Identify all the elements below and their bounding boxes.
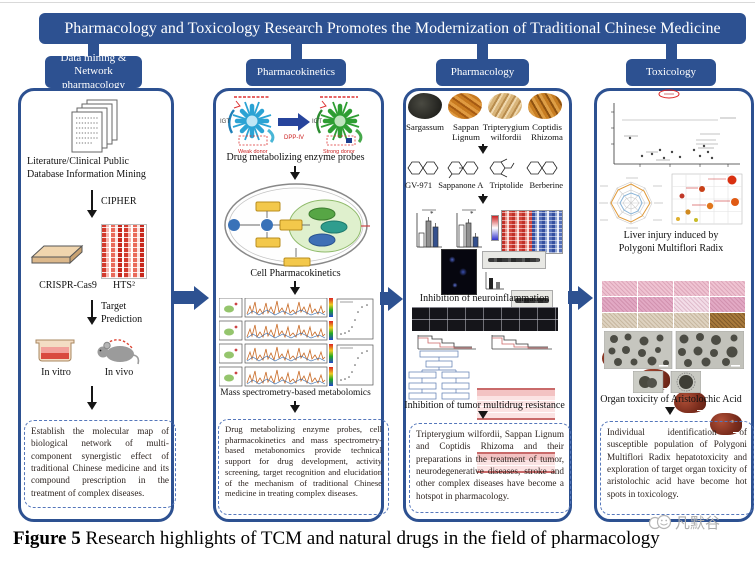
mouse-icon: [97, 339, 140, 365]
flow-arrow-2: [380, 292, 388, 305]
histology-grid: [602, 281, 745, 328]
highlight-ellipse: [658, 89, 680, 99]
bar-chart-1: *: [416, 209, 442, 248]
col1-summary-arrow: [87, 386, 97, 410]
compound-label: Sappanone A: [438, 180, 484, 190]
igt-right-label: IGT: [312, 119, 322, 125]
target-prediction-arrow: [87, 300, 97, 325]
banner-connector: [477, 43, 488, 60]
liver-photo: [710, 413, 742, 435]
compound-label: Triptolide: [489, 180, 524, 190]
fluorescence-microscopy: [441, 249, 477, 295]
smiley-face-icon: [648, 514, 672, 530]
mass-spec-label: Mass spectrometry-based metabolomics: [220, 388, 371, 398]
col4-summary-arrow: [665, 407, 675, 415]
banner-connector: [291, 43, 302, 60]
sargassum-photo: [408, 93, 442, 119]
results-table-2: [477, 452, 555, 473]
igt-left-label: IGT: [220, 119, 230, 125]
herb-label: Tripterygium wilfordii: [482, 122, 530, 143]
western-blot-1: [482, 251, 546, 269]
results-table-1: [477, 388, 555, 420]
herb-label: Sappan Lignum: [452, 122, 480, 143]
tumor-microscopy-grid: [412, 307, 558, 331]
mass-spec-metabolomics-graphic: [219, 298, 374, 387]
summary-box-datamining: Establish the molecular map of biologica…: [24, 420, 176, 508]
bar-chart-2: *: [456, 209, 482, 248]
coptidis-photo: [528, 93, 562, 119]
flow-arrow-1: [172, 291, 194, 304]
invitro-label: In vitro: [41, 367, 71, 378]
col3-arrow-1: [478, 144, 488, 154]
heatmap-colorbar: [491, 215, 499, 241]
neuroinflammation-label: Inhibition of neuroinflammation: [419, 293, 550, 304]
dppiv-label: DPP-IV: [284, 135, 304, 141]
herb-label: Coptidis Rhizoma: [531, 122, 563, 143]
strong-donor-label: Strong donor: [323, 149, 355, 154]
panel-datamining: [18, 88, 174, 522]
crispr-label: CRISPR-Cas9: [39, 280, 97, 291]
survival-curves: [417, 335, 552, 350]
hts-label: HTS²: [113, 280, 135, 291]
column-header-pharmacokinetics: Pharmacokinetics: [246, 59, 346, 86]
organoid-insets: [633, 371, 701, 393]
organoid-microscopy: [604, 331, 744, 369]
compound-labels-row: GV-971 Sappanone A Triptolide Berberine: [405, 180, 563, 190]
col2-summary-arrow: [290, 401, 300, 413]
target-prediction-label: Target Prediction: [101, 301, 143, 325]
toxicity-scatter-plot: [611, 103, 740, 167]
cipher-arrow: [87, 190, 97, 218]
svg-text:*: *: [430, 210, 434, 218]
svg-text:*: *: [470, 210, 474, 218]
documents-stack-icon: [71, 99, 118, 153]
multidrug-resistance-label: Inhibition of tumor multidrug resistance: [404, 400, 565, 411]
watermark: 凡默谷: [648, 512, 720, 533]
hts-heatmap-graphic: [101, 224, 147, 279]
figure-caption-text: Research highlights of TCM and natural d…: [85, 528, 660, 549]
crispr-tray-icon: [30, 244, 84, 265]
banner-connector: [88, 43, 99, 57]
mini-bar-chart: [485, 272, 504, 290]
weak-donor-label: Weak donor: [238, 149, 268, 154]
figure-caption: Figure 5 Research highlights of TCM and …: [13, 528, 660, 550]
chemical-structures-graphic: [407, 158, 558, 179]
flow-arrow-3: [568, 291, 578, 304]
top-rule: [0, 2, 755, 3]
biomarker-radar-chart: [599, 177, 663, 229]
risk-bubble-plot: [671, 173, 743, 225]
column-header-datamining: Data mining & Network pharmacology: [45, 52, 142, 91]
summary-box-toxicology: Individual identification of susceptible…: [600, 421, 754, 515]
herb-label: Sargassum: [406, 122, 444, 132]
enzyme-probe-label: Drug metabolizing enzyme probes: [226, 152, 365, 163]
banner-connector: [666, 43, 677, 60]
watermark-text: 凡默谷: [675, 515, 721, 532]
cell-pharmacokinetics-diagram: [224, 183, 370, 267]
summary-box-pharmacokinetics: Drug metabolizing enzyme probes, cell ph…: [218, 419, 389, 515]
col3-summary-arrow: [478, 411, 488, 419]
summary-box-pharmacology: Tripterygium wilfordii, Sappan Lignum an…: [409, 423, 571, 513]
col2-arrow-2: [290, 281, 300, 295]
petri-dish-icon: [35, 339, 75, 362]
liver-injury-label: Liver injury induced by Polygoni Multifl…: [618, 230, 724, 254]
compound-label: Berberine: [529, 180, 563, 190]
tripterygium-photo: [488, 93, 522, 119]
banner-title: Pharmacology and Toxicology Research Pro…: [39, 13, 746, 44]
figure-caption-label: Figure 5: [13, 528, 81, 549]
compound-label: GV-971: [405, 180, 433, 190]
literature-mining-label: Literature/Clinical Public Database Info…: [27, 156, 146, 180]
cell-pk-label: Cell Pharmacokinetics: [250, 268, 341, 279]
column-header-pharmacology: Pharmacology: [436, 59, 529, 86]
cipher-label: CIPHER: [101, 196, 137, 207]
col3-arrow-2: [478, 194, 488, 204]
liver-photo: [674, 391, 706, 413]
sappan-lignum-photo: [448, 93, 482, 119]
invivo-label: In vivo: [104, 367, 134, 378]
enzyme-probe-graphic: DPP-IV IGT IGT Weak donor Strong donor: [220, 96, 363, 154]
study-flowchart: [408, 350, 470, 400]
col2-arrow-1: [290, 166, 300, 180]
expression-heatmap: [501, 210, 563, 254]
column-header-toxicology: Toxicology: [626, 59, 716, 86]
organ-toxicity-label: Organ toxicity of Aristolochic Acid: [600, 394, 742, 405]
